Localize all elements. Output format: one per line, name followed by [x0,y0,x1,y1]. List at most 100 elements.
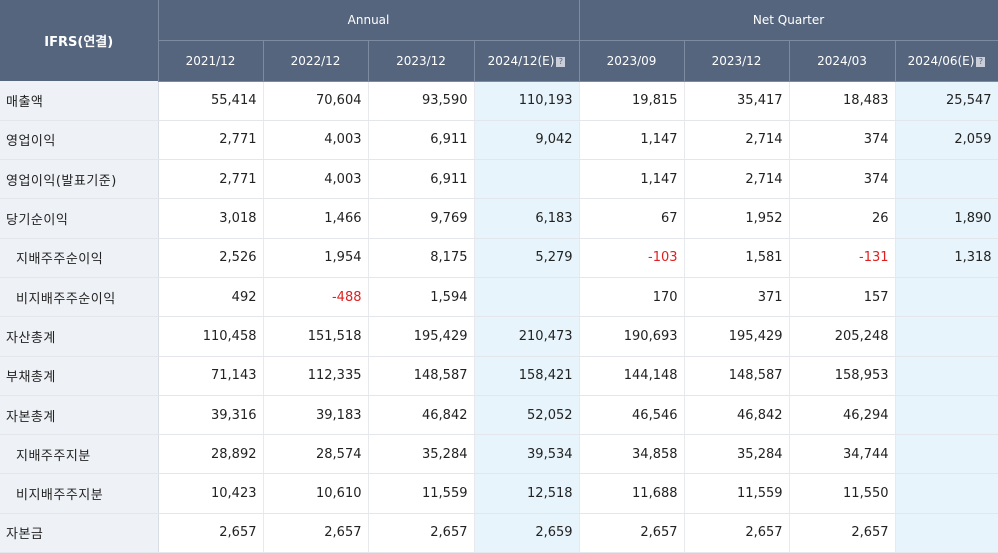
row-label[interactable]: 비지배주주지분 [0,473,159,514]
table-cell: 2,657 [368,513,475,553]
row-label[interactable]: 당기순이익 [0,198,159,239]
table-cell: 46,546 [579,395,685,436]
table-cell: 11,559 [684,473,790,514]
table-cell [895,513,998,553]
row-label[interactable]: 부채총계 [0,356,159,396]
table-cell [474,277,580,318]
table-cell: 2,659 [474,513,580,553]
table-cell [895,277,998,318]
table-cell: 11,550 [789,473,896,514]
table-row: 비지배주주순이익 492 -488 1,594 170 371 157 [0,277,998,318]
row-label[interactable]: 자본총계 [0,395,159,436]
period-header-estimate: 2024/12(E)? [474,40,580,82]
table-row: 영업이익(발표기준) 2,771 4,003 6,911 1,147 2,714 374 [0,159,998,200]
row-label[interactable]: 매출액 [0,81,159,121]
table-cell: 46,842 [368,395,475,436]
table-cell: 1,147 [579,120,685,161]
table-row: 비지배주주지분 10,423 10,610 11,559 12,518 11,688 11,… [0,473,998,514]
table-cell: 2,059 [895,120,998,161]
table-cell [895,316,998,357]
table-cell: 2,657 [789,513,896,553]
table-cell: 39,183 [263,395,369,436]
table-cell: 2,657 [263,513,369,553]
table-row: 당기순이익 3,018 1,466 9,769 6,183 67 1,952 26 1,890 [0,198,998,239]
table-cell: -103 [579,238,685,278]
table-cell: 46,294 [789,395,896,436]
table-cell: 205,248 [789,316,896,357]
table-cell: 1,952 [684,198,790,239]
table-cell: 371 [684,277,790,318]
table-cell: 10,610 [263,473,369,514]
table-cell: 93,590 [368,81,475,121]
row-label[interactable]: 자산총계 [0,316,159,357]
table-cell: 70,604 [263,81,369,121]
table-cell: -488 [263,277,369,318]
table-cell: 110,193 [474,81,580,121]
table-cell: 170 [579,277,685,318]
period-header: 2021/12 [158,40,264,82]
table-cell: 151,518 [263,316,369,357]
table-cell: 9,042 [474,120,580,161]
table-row: 영업이익 2,771 4,003 6,911 9,042 1,147 2,714 374 2,0… [0,120,998,161]
table-cell: 5,279 [474,238,580,278]
table-cell: 35,284 [368,434,475,475]
table-row: 부채총계 71,143 112,335 148,587 158,421 144,148 14… [0,356,998,396]
table-cell: 210,473 [474,316,580,357]
table-cell: 148,587 [368,356,475,396]
table-cell: 144,148 [579,356,685,396]
row-label[interactable]: 지배주주지분 [0,434,159,475]
ifrs-header: IFRS(연결) [0,0,159,81]
table-cell: 11,688 [579,473,685,514]
table-cell: 19,815 [579,81,685,121]
table-cell: 195,429 [368,316,475,357]
table-cell: -131 [789,238,896,278]
table-cell: 39,534 [474,434,580,475]
table-cell: 28,574 [263,434,369,475]
table-cell: 6,911 [368,120,475,161]
table-cell: 1,466 [263,198,369,239]
table-cell: 4,003 [263,120,369,161]
table-row: 지배주주순이익 2,526 1,954 8,175 5,279 -103 1,581 -131… [0,238,998,278]
table-row: 자본총계 39,316 39,183 46,842 52,052 46,546 46,842… [0,395,998,436]
table-cell: 4,003 [263,159,369,200]
table-cell: 2,714 [684,120,790,161]
table-cell [895,434,998,475]
table-cell [895,395,998,436]
table-cell: 26 [789,198,896,239]
row-label[interactable]: 자본금 [0,513,159,553]
table-cell: 2,526 [158,238,264,278]
row-label[interactable]: 영업이익(발표기준) [0,159,159,200]
table-cell: 35,284 [684,434,790,475]
table-row: 자산총계 110,458 151,518 195,429 210,473 190,693 1… [0,316,998,357]
table-cell: 1,890 [895,198,998,239]
table-cell: 52,052 [474,395,580,436]
table-cell: 10,423 [158,473,264,514]
net-quarter-header: Net Quarter [579,0,998,41]
table-cell: 2,657 [579,513,685,553]
row-label[interactable]: 비지배주주순이익 [0,277,159,318]
row-label[interactable]: 지배주주순이익 [0,238,159,278]
table-cell: 18,483 [789,81,896,121]
table-cell: 67 [579,198,685,239]
row-label[interactable]: 영업이익 [0,120,159,161]
table-cell: 34,858 [579,434,685,475]
table-cell: 374 [789,120,896,161]
period-header: 2022/12 [263,40,369,82]
period-header-estimate: 2024/06(E)? [895,40,998,82]
table-cell: 195,429 [684,316,790,357]
estimate-info-icon[interactable]: ? [976,56,986,67]
period-header: 2023/12 [368,40,475,82]
estimate-info-icon[interactable]: ? [556,56,566,67]
table-cell: 2,771 [158,120,264,161]
table-cell: 28,892 [158,434,264,475]
table-cell: 46,842 [684,395,790,436]
table-cell: 71,143 [158,356,264,396]
table-cell: 12,518 [474,473,580,514]
table-cell [895,356,998,396]
annual-header: Annual [158,0,580,41]
table-cell: 158,953 [789,356,896,396]
table-cell: 148,587 [684,356,790,396]
period-header: 2023/12 [684,40,790,82]
table-cell: 2,657 [684,513,790,553]
